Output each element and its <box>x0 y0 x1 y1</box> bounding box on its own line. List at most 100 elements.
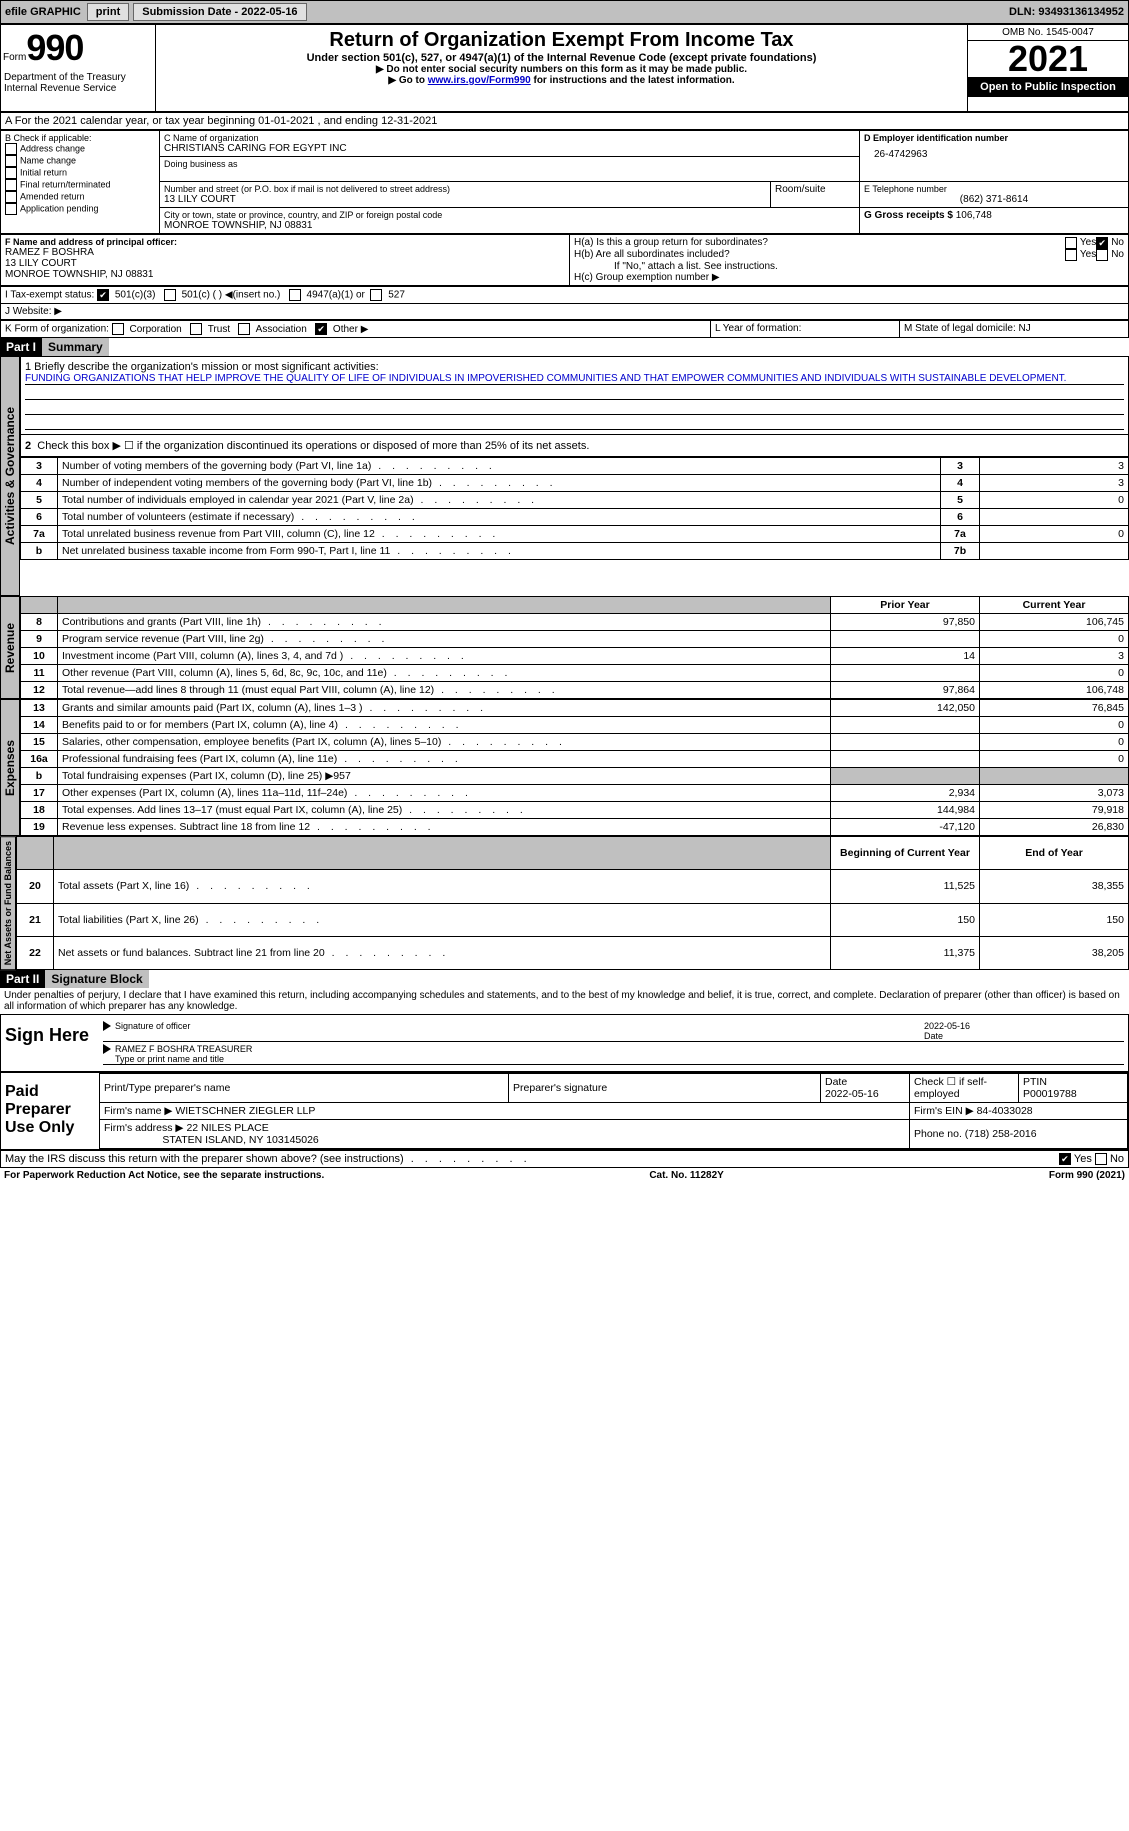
print-button[interactable]: print <box>87 3 129 21</box>
yes-label-2: Yes <box>1080 249 1096 261</box>
table-row: 3Number of voting members of the governi… <box>21 458 1129 475</box>
checkbox[interactable] <box>5 167 17 179</box>
k-checkbox[interactable] <box>238 323 250 335</box>
mission-blank-3 <box>25 415 1124 430</box>
form-number-box: Form990 <box>1 25 156 111</box>
officer-addr2: MONROE TOWNSHIP, NJ 08831 <box>5 269 565 280</box>
officer-group-table: F Name and address of principal officer:… <box>0 234 1129 286</box>
gross-label: G Gross receipts $ <box>864 210 956 221</box>
ptin-val: P00019788 <box>1023 1088 1077 1100</box>
dba-label: Doing business as <box>164 159 855 169</box>
table-row: 12Total revenue—add lines 8 through 11 (… <box>21 682 1129 699</box>
k-checkbox[interactable] <box>112 323 124 335</box>
block-l: L Year of formation: <box>711 321 900 338</box>
checkbox[interactable] <box>5 203 17 215</box>
table-header-row: Beginning of Current YearEnd of Year <box>17 837 1129 870</box>
c-name-label: C Name of organization <box>164 133 855 143</box>
table-row: 22Net assets or fund balances. Subtract … <box>17 936 1129 969</box>
ha-no-checkbox[interactable] <box>1096 237 1108 249</box>
footer-left: For Paperwork Reduction Act Notice, see … <box>4 1170 324 1181</box>
block-b-item: Final return/terminated <box>5 179 155 191</box>
checkbox[interactable] <box>5 143 17 155</box>
block-c-street: Number and street (or P.O. box if mail i… <box>160 182 771 208</box>
4947-checkbox[interactable] <box>289 289 301 301</box>
table-row: 21Total liabilities (Part X, line 26)150… <box>17 903 1129 936</box>
no-label-2: No <box>1111 249 1124 261</box>
mission-block: 1 Briefly describe the organization's mi… <box>20 356 1129 435</box>
efile-label: efile GRAPHIC <box>1 6 85 18</box>
mission-blank-2 <box>25 400 1124 415</box>
table-row: 18Total expenses. Add lines 13–17 (must … <box>21 802 1129 819</box>
footer-right: Form 990 (2021) <box>1049 1170 1125 1181</box>
sig-name: RAMEZ F BOSHRA TREASURER <box>115 1044 252 1054</box>
tax-year: 2021 <box>968 41 1128 77</box>
footer-mid: Cat. No. 11282Y <box>649 1170 723 1181</box>
gov-label: Activities & Governance <box>0 356 20 596</box>
phone-label: E Telephone number <box>864 184 1124 194</box>
expenses-table: 13Grants and similar amounts paid (Part … <box>20 699 1129 836</box>
mission-blank-1 <box>25 385 1124 400</box>
city-label: City or town, state or province, country… <box>164 210 855 220</box>
table-row: 11Other revenue (Part VIII, column (A), … <box>21 665 1129 682</box>
line2-text: Check this box ▶ ☐ if the organization d… <box>37 440 589 452</box>
block-k: K Form of organization: Corporation Trus… <box>1 321 711 338</box>
sig-name-label: Type or print name and title <box>115 1054 224 1064</box>
firm-name: WIETSCHNER ZIEGLER LLP <box>175 1105 315 1117</box>
hb-yes-checkbox[interactable] <box>1065 249 1077 261</box>
block-c-name: C Name of organization CHRISTIANS CARING… <box>160 131 860 157</box>
ha-label: H(a) Is this a group return for subordin… <box>574 237 1065 249</box>
prep-name-h: Print/Type preparer's name <box>100 1074 509 1103</box>
table-row: 9Program service revenue (Part VIII, lin… <box>21 631 1129 648</box>
table-row: 6Total number of volunteers (estimate if… <box>21 509 1129 526</box>
block-b-item: Application pending <box>5 203 155 215</box>
block-b-item: Initial return <box>5 167 155 179</box>
status-website-table: I Tax-exempt status: 501(c)(3) 501(c) ( … <box>0 286 1129 320</box>
firm-phone: (718) 258-2016 <box>965 1128 1037 1140</box>
officer-addr1: 13 LILY COURT <box>5 258 565 269</box>
perjury-text: Under penalties of perjury, I declare th… <box>0 988 1129 1014</box>
exp-label: Expenses <box>0 699 20 836</box>
subtitle-1: Under section 501(c), 527, or 4947(a)(1)… <box>160 52 963 64</box>
rev-label: Revenue <box>0 596 20 699</box>
501c-checkbox[interactable] <box>164 289 176 301</box>
irs-link[interactable]: www.irs.gov/Form990 <box>428 75 531 86</box>
opt-527: 527 <box>388 290 405 301</box>
street-label: Number and street (or P.O. box if mail i… <box>164 184 766 194</box>
sign-here-label: Sign Here <box>1 1015 99 1071</box>
table-row: 7aTotal unrelated business revenue from … <box>21 526 1129 543</box>
dln: DLN: 93493136134952 <box>1005 6 1128 18</box>
sig-date-label: Date <box>924 1031 943 1041</box>
arrow-icon-2 <box>103 1044 111 1054</box>
table-row: 8Contributions and grants (Part VIII, li… <box>21 614 1129 631</box>
501c3-checkbox[interactable] <box>97 289 109 301</box>
no-label: No <box>1111 237 1124 249</box>
org-form-table: K Form of organization: Corporation Trus… <box>0 320 1129 338</box>
ptin-h: PTIN <box>1023 1076 1047 1088</box>
k-checkbox[interactable] <box>315 323 327 335</box>
yes-3: Yes <box>1074 1153 1092 1165</box>
checkbox[interactable] <box>5 155 17 167</box>
discuss-no-checkbox[interactable] <box>1095 1153 1107 1165</box>
hb-no-checkbox[interactable] <box>1096 249 1108 261</box>
table-row: 13Grants and similar amounts paid (Part … <box>21 700 1129 717</box>
expenses-section: Expenses 13Grants and similar amounts pa… <box>0 699 1129 836</box>
ha-yes-checkbox[interactable] <box>1065 237 1077 249</box>
checkbox[interactable] <box>5 179 17 191</box>
discuss-yes-checkbox[interactable] <box>1059 1153 1071 1165</box>
checkbox[interactable] <box>5 191 17 203</box>
org-name: CHRISTIANS CARING FOR EGYPT INC <box>164 143 855 154</box>
dln-value: 93493136134952 <box>1038 6 1124 18</box>
ein-label-2: Firm's EIN ▶ <box>914 1105 977 1117</box>
block-j-website: J Website: ▶ <box>1 304 1129 320</box>
sig-label: Signature of officer <box>115 1021 924 1041</box>
firm-ein: 84-4033028 <box>977 1105 1033 1117</box>
page-footer: For Paperwork Reduction Act Notice, see … <box>0 1168 1129 1183</box>
prep-date: 2022-05-16 <box>825 1088 879 1100</box>
revenue-section: Revenue Prior YearCurrent Year8Contribut… <box>0 596 1129 699</box>
k-checkbox[interactable] <box>190 323 202 335</box>
open-to-public: Open to Public Inspection <box>968 77 1128 97</box>
sub-label: Submission Date - <box>142 6 241 18</box>
netassets-section: Net Assets or Fund Balances Beginning of… <box>0 836 1129 970</box>
527-checkbox[interactable] <box>370 289 382 301</box>
part1-title: Summary <box>42 338 109 356</box>
